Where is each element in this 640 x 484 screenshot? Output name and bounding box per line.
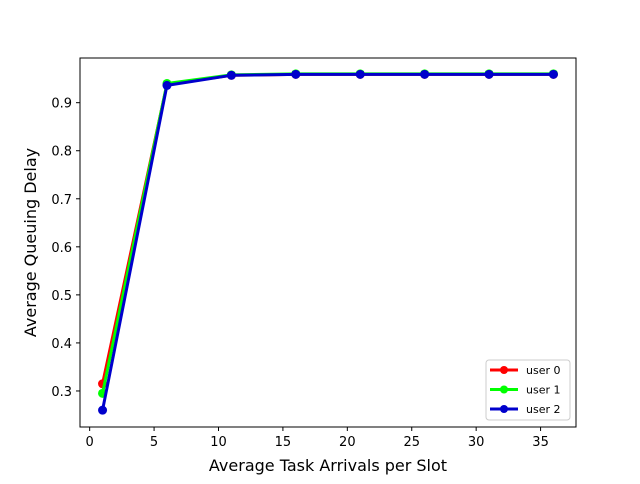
x-tick-label: 15 bbox=[275, 435, 292, 450]
series-user-2 bbox=[98, 69, 558, 415]
x-tick-label: 35 bbox=[532, 435, 549, 450]
y-tick-label: 0.8 bbox=[51, 145, 72, 160]
data-point-user-2 bbox=[548, 69, 558, 79]
data-point-user-2 bbox=[355, 69, 365, 79]
x-tick-label: 10 bbox=[210, 435, 227, 450]
legend-box bbox=[485, 359, 571, 421]
legend-marker-user-0 bbox=[500, 366, 508, 374]
x-axis-title: Average Task Arrivals per Slot bbox=[209, 456, 447, 475]
y-axis-title: Average Queuing Delay bbox=[21, 148, 40, 337]
legend-label-user-1: user 1 bbox=[526, 384, 561, 397]
y-tick-label: 0.3 bbox=[51, 385, 72, 400]
series-user-1 bbox=[98, 69, 558, 398]
legend-marker-user-1 bbox=[500, 385, 508, 394]
legend-label-user-2: user 2 bbox=[526, 403, 561, 416]
data-point-user-2 bbox=[420, 69, 430, 79]
series-line-user-2 bbox=[101, 72, 554, 411]
data-point-user-2 bbox=[291, 69, 301, 79]
y-tick-label: 0.4 bbox=[51, 337, 72, 352]
data-point-user-2 bbox=[98, 405, 108, 415]
data-point-user-2 bbox=[226, 70, 236, 80]
x-tick-label: 25 bbox=[403, 435, 420, 450]
series-line-user-0 bbox=[101, 72, 554, 385]
x-tick-label: 30 bbox=[468, 435, 485, 450]
legend: user 0 user 1 user 2 bbox=[485, 359, 571, 421]
y-tick-label: 0.9 bbox=[51, 97, 72, 112]
series-line-user-1 bbox=[101, 72, 554, 394]
series-user-0 bbox=[98, 69, 558, 389]
y-tick-label: 0.5 bbox=[51, 289, 72, 304]
legend-marker-user-2 bbox=[500, 405, 508, 413]
y-tick-label: 0.7 bbox=[51, 193, 72, 208]
legend-label-user-0: user 0 bbox=[526, 364, 561, 377]
y-tick-label: 0.6 bbox=[51, 241, 72, 256]
data-point-user-2 bbox=[484, 69, 494, 79]
x-tick-label: 20 bbox=[339, 435, 356, 450]
x-tick-label: 5 bbox=[150, 435, 158, 450]
plot-area-frame bbox=[79, 57, 577, 428]
data-point-user-2 bbox=[162, 80, 172, 90]
x-tick-label: 0 bbox=[86, 435, 94, 450]
